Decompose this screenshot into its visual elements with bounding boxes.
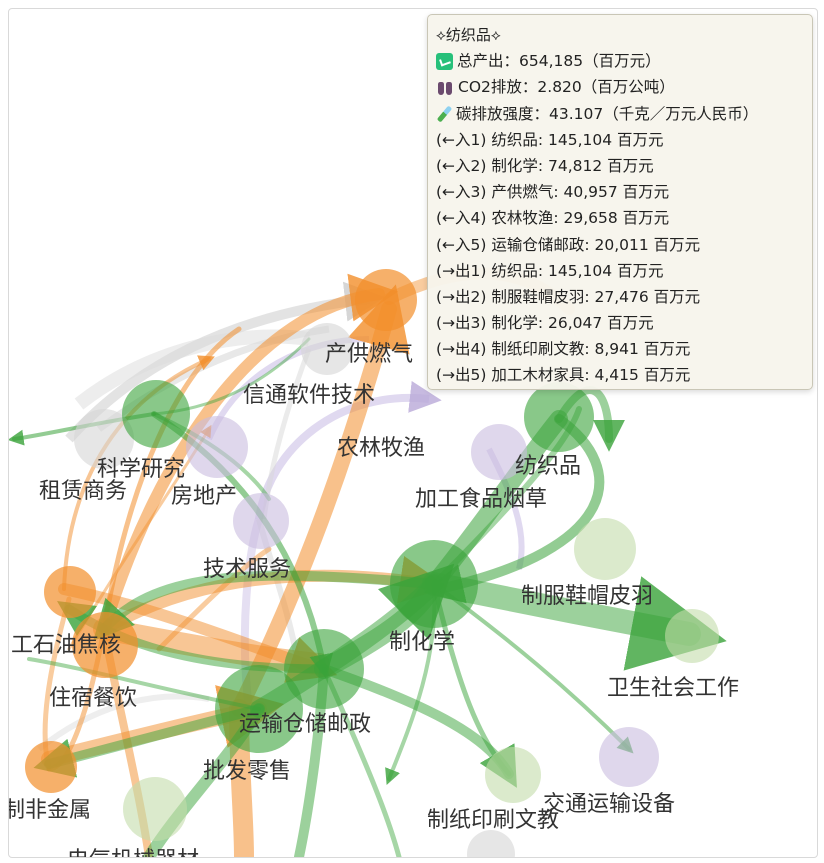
node-zulin[interactable]: [74, 409, 134, 469]
chart-up-icon: [436, 53, 453, 71]
node-nonglin[interactable]: [471, 424, 527, 480]
node-fangzhi[interactable]: [524, 382, 594, 452]
node-zhihuaxue[interactable]: [390, 540, 478, 628]
tooltip-total-output: 总产出：654,185（百万元）: [436, 48, 804, 74]
label-weisheng: 卫生社会工作: [607, 676, 739, 701]
node-gray-top[interactable]: [301, 323, 353, 375]
edge: [93, 570, 439, 641]
network-graph[interactable]: 产供燃气 信通软件技术 科学研究 租赁商务 房地产 农林牧渔 纺织品 加工食品烟…: [9, 9, 817, 857]
edge: [58, 583, 338, 683]
node-shiyou-small[interactable]: [44, 566, 96, 618]
label-xintong: 信通软件技术: [243, 383, 375, 408]
label-jishu: 技术服务: [203, 557, 291, 582]
flow-row: (→出1) 纺织品: 145,104 百万元: [436, 261, 664, 280]
tooltip-intensity: 碳排放强度：43.107（千克／万元人民币）: [436, 101, 804, 127]
label-yunshu: 运输仓储邮政: [239, 712, 371, 737]
flow-row: (←入5) 运输仓储邮政: 20,011 百万元: [436, 235, 701, 254]
label-zhizhi: 制纸印刷文教: [427, 808, 559, 833]
total-output-label: 总产出: [457, 52, 504, 71]
label-zhusu: 住宿餐饮: [49, 686, 137, 711]
node-kexue[interactable]: [122, 380, 190, 448]
co2-label: CO2排放: [458, 78, 522, 97]
label-jiagong: 加工食品烟草: [415, 487, 547, 512]
flow-row: (←入2) 制化学: 74,812 百万元: [436, 156, 654, 175]
label-zulin: 租赁商务: [39, 479, 127, 504]
flow-row: (→出3) 制化学: 26,047 百万元: [436, 314, 654, 333]
label-jiaotong: 交通运输设备: [543, 792, 675, 817]
label-zhihuaxue: 制化学: [389, 630, 455, 655]
node-jiagong[interactable]: [574, 518, 636, 580]
node-shiyou[interactable]: [72, 612, 138, 678]
test-tube-icon: [436, 106, 452, 122]
node-jiaotong[interactable]: [599, 727, 659, 787]
node-fangdichan[interactable]: [233, 493, 289, 549]
intensity-value: 43.107（千克／万元人民币）: [549, 104, 759, 123]
intensity-label: 碳排放强度: [456, 104, 534, 123]
label-nonglin: 农林牧渔: [337, 436, 425, 461]
node-xintong[interactable]: [186, 416, 248, 478]
label-shiyou: 工石油焦核: [11, 633, 121, 658]
node-yunshu[interactable]: [284, 629, 364, 709]
node-chanhong-ranqi[interactable]: [355, 269, 417, 331]
node-labels: 产供燃气 信通软件技术 科学研究 租赁商务 房地产 农林牧渔 纺织品 加工食品烟…: [9, 342, 739, 857]
total-output-value: 654,185（百万元）: [519, 52, 661, 71]
label-zhifu: 制服鞋帽皮羽: [521, 584, 653, 609]
tooltip-co2: CO2排放：2.820（百万公吨）: [436, 74, 804, 100]
footprint-icon: [436, 80, 454, 96]
tooltip-title: ⟡纺织品⟡: [436, 26, 501, 44]
label-feijinshu: 制非金属: [9, 798, 91, 823]
node-zhifu[interactable]: [665, 609, 719, 663]
node-feijinshu[interactable]: [25, 741, 77, 793]
label-chanhong-ranqi: 产供燃气: [325, 342, 413, 367]
node-zhizhi[interactable]: [485, 747, 541, 803]
node-circles: [25, 269, 719, 857]
node-tooltip: ⟡纺织品⟡ 总产出：654,185（百万元） CO2排放：2.820（百万公吨）…: [427, 14, 813, 390]
flow-row: (→出2) 制服鞋帽皮羽: 27,476 百万元: [436, 287, 701, 306]
flow-row: (→出4) 制纸印刷文教: 8,941 百万元: [436, 340, 691, 359]
flow-row: (←入1) 纺织品: 145,104 百万元: [436, 130, 664, 149]
flow-row: (←入4) 农林牧渔: 29,658 百万元: [436, 209, 670, 228]
flow-row: (→出5) 加工木材家具: 4,415 百万元: [436, 366, 691, 385]
edge: [156, 546, 272, 652]
node-lightgreen-bottom[interactable]: [123, 777, 187, 841]
label-fangdichan: 房地产: [171, 484, 237, 509]
label-pifa: 批发零售: [203, 759, 291, 784]
label-fangzhi: 纺织品: [515, 454, 581, 479]
flow-row: (←入3) 产供燃气: 40,957 百万元: [436, 183, 670, 202]
label-kexue: 科学研究: [97, 457, 185, 482]
edge: [98, 273, 399, 635]
node-gray-bottom[interactable]: [467, 830, 515, 857]
node-pifa[interactable]: [215, 665, 303, 753]
label-dianqi: 电气机械器材: [67, 848, 199, 857]
co2-value: 2.820（百万公吨）: [537, 78, 675, 97]
